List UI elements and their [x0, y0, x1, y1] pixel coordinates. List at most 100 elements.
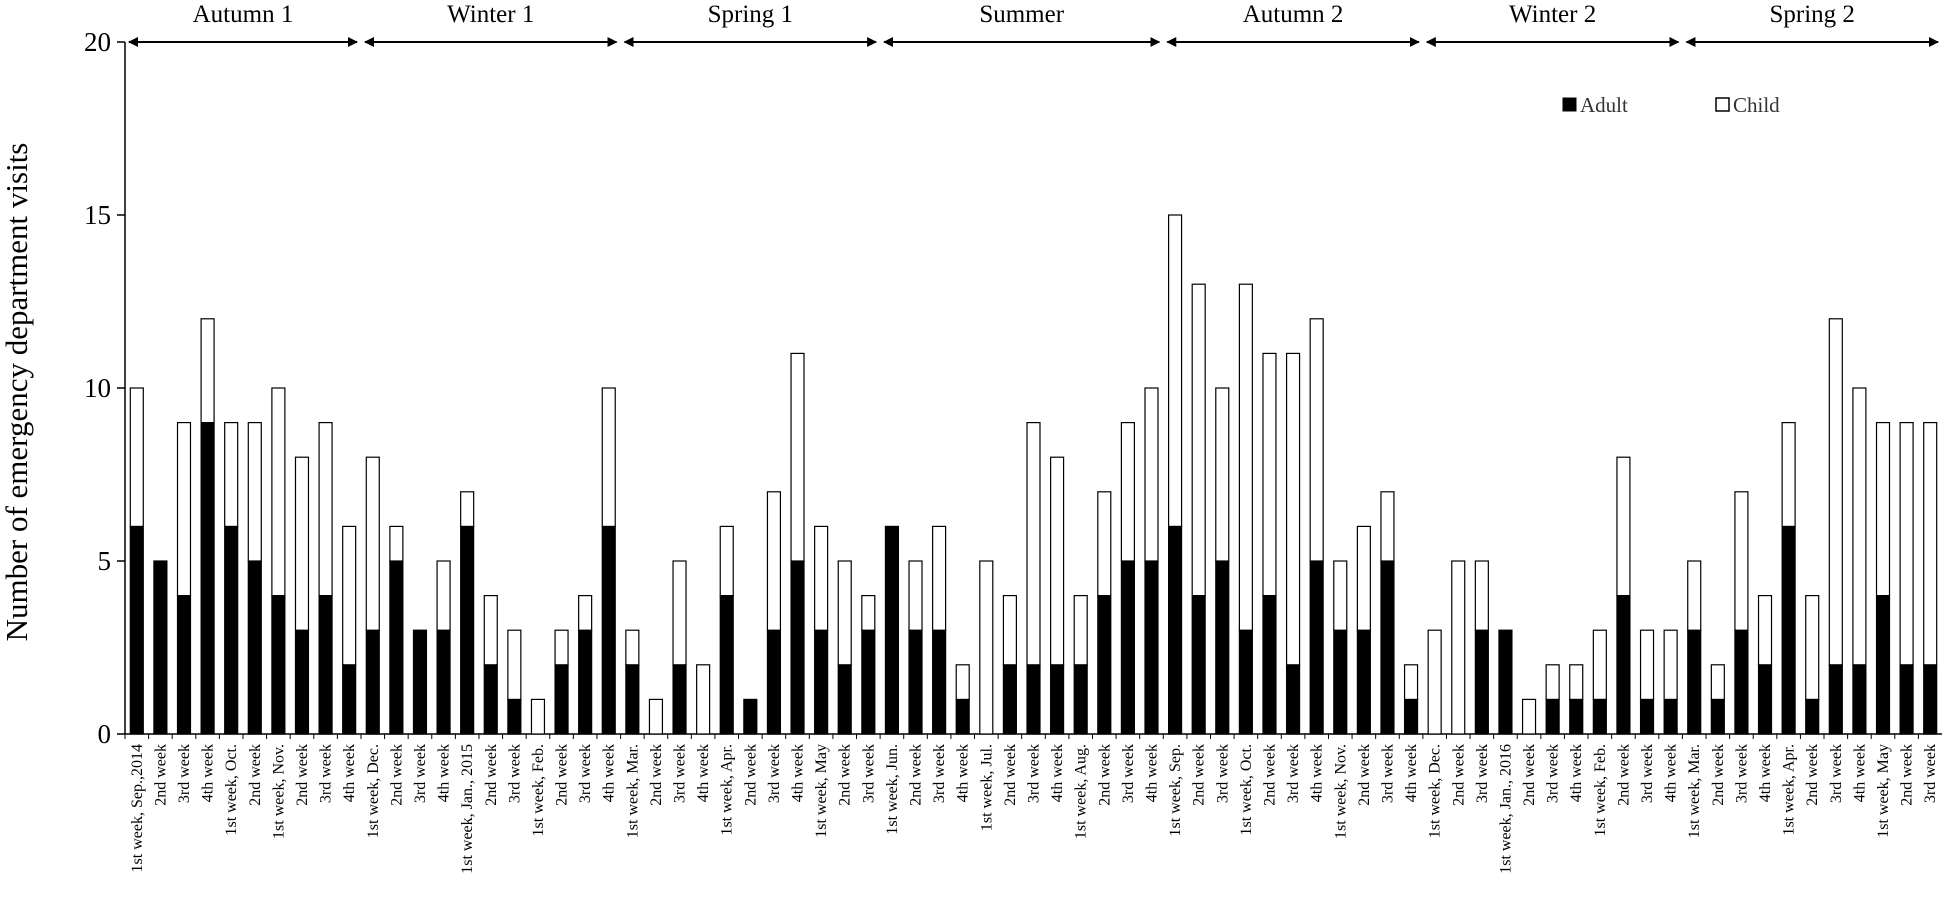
y-tick-label: 20 [84, 27, 111, 57]
bar-child [1828, 318, 1843, 666]
bar-adult [743, 698, 758, 735]
x-tick-label: 1st week, Sep.,2014 [129, 744, 146, 872]
bar-adult [1285, 664, 1301, 735]
bar-child [507, 629, 522, 701]
x-tick-label: 3rd week [1026, 744, 1043, 803]
bar-child [908, 560, 923, 631]
legend-swatch-adult [1562, 97, 1577, 112]
x-tick-label: 1st week, Apr. [719, 744, 736, 836]
bar-child [1757, 594, 1773, 666]
bar-child [1309, 318, 1324, 562]
bar-child [1852, 387, 1867, 666]
x-tick-label: 1st week, Nov. [1332, 744, 1349, 839]
bar-child [1285, 352, 1301, 666]
bar-child [1427, 629, 1442, 735]
y-tick-label: 15 [84, 200, 111, 230]
x-axis-labels: 1st week, Sep.,2014 2nd week 3rd week 4th w… [129, 744, 1939, 874]
x-tick-label: 1st week, May [1875, 744, 1892, 838]
bar-child [1451, 560, 1466, 735]
bar-child [1616, 456, 1631, 597]
bar-child [1710, 664, 1725, 700]
x-tick-label: 1st week, Jul. [978, 744, 995, 831]
bar-adult [1875, 594, 1891, 735]
bar-adult [1498, 629, 1513, 735]
bar-adult [1167, 525, 1183, 735]
bar-adult [1403, 698, 1419, 735]
x-tick-label: 3rd week [412, 744, 429, 803]
x-tick-label: 4th week [1568, 744, 1585, 802]
bar-adult [1144, 560, 1159, 735]
x-tick-label: 2nd week [294, 744, 311, 806]
bar-adult [884, 525, 900, 735]
x-tick-label: 2nd week [1096, 744, 1113, 806]
x-tick-label: 1st week, Oct. [223, 744, 240, 836]
x-tick-label: 4th week [601, 744, 618, 802]
bar-adult [1734, 629, 1749, 735]
bar-child [1734, 491, 1749, 631]
x-tick-label: 2nd week [908, 744, 925, 806]
bar-child [719, 525, 734, 597]
bar-child [1403, 664, 1419, 700]
bar-adult [1592, 698, 1607, 735]
bar-child [530, 698, 546, 735]
x-tick-label: 1st week, May [813, 744, 830, 838]
x-tick-label: 2nd week [1521, 744, 1538, 806]
x-tick-label: 3rd week [931, 744, 948, 803]
bar-child [294, 456, 310, 631]
bar-adult [1899, 664, 1914, 735]
bar-child [247, 422, 262, 562]
bar-adult [247, 560, 262, 735]
bar-adult [1710, 698, 1725, 735]
bar-child [625, 629, 640, 666]
bar-child [389, 525, 404, 562]
x-tick-label: 1st week, Dec. [365, 744, 382, 838]
bar-adult [483, 664, 498, 735]
x-tick-label: 3rd week [1285, 744, 1302, 803]
y-axis: 0 5 10 15 20 [84, 27, 1942, 749]
x-tick-label: 1st week, Mar. [1686, 744, 1703, 838]
bar-adult [625, 664, 640, 735]
x-tick-label: 1st week, Aug. [1073, 744, 1090, 839]
x-tick-label: 2nd week [1191, 744, 1208, 806]
x-tick-label: 2nd week [837, 744, 854, 806]
bar-child [1545, 664, 1560, 700]
bar-child [1356, 525, 1371, 631]
x-tick-label: 1st week, Jan., 2016 [1497, 744, 1514, 874]
bar-adult [507, 698, 522, 735]
x-tick-label: 1st week, Oct. [1238, 744, 1255, 836]
x-tick-label: 4th week [1309, 744, 1326, 802]
bar-child [648, 698, 664, 735]
x-tick-label: 2nd week [1356, 744, 1373, 806]
bar-child [365, 456, 380, 631]
y-tick-label: 5 [98, 546, 112, 576]
bar-child [1899, 422, 1914, 666]
bar-child [129, 387, 144, 527]
x-tick-label: 2nd week [554, 744, 571, 806]
bar-child [955, 664, 970, 700]
x-tick-label: 4th week [1403, 744, 1420, 802]
x-tick-label: 3rd week [860, 744, 877, 803]
bar-child [979, 560, 994, 735]
bar-child [1262, 352, 1277, 597]
x-tick-label: 2nd week [1450, 744, 1467, 806]
bar-child [436, 560, 451, 631]
x-tick-label: 4th week [1144, 744, 1161, 802]
bar-child [1781, 422, 1796, 528]
bar-child [318, 422, 333, 597]
bar-adult [932, 629, 947, 735]
bar-adult [1923, 664, 1938, 735]
bar-child [483, 594, 498, 666]
bar-adult [1309, 560, 1324, 735]
bar-adult [412, 629, 428, 735]
season-label: Spring 2 [1769, 1, 1854, 28]
bar-adult [176, 594, 192, 735]
legend-swatch-child [1715, 97, 1730, 112]
bar-adult [1545, 698, 1560, 735]
bar-adult [1852, 664, 1867, 735]
x-tick-label: 3rd week [1733, 744, 1750, 803]
bar-adult [908, 629, 923, 735]
legend: Adult Child [1562, 93, 1780, 117]
x-tick-label: 3rd week [1474, 744, 1491, 803]
bar-child [1569, 664, 1584, 700]
bar-adult [554, 664, 569, 735]
